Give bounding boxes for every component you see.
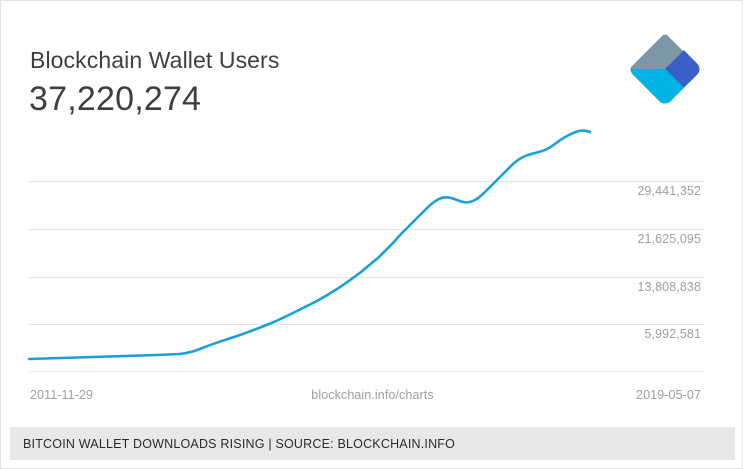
series-line-path [27,129,592,361]
chart-source-label: blockchain.info/charts [311,388,434,402]
chart-gridlines: 29,441,352 21,625,095 13,808,838 5,992,5… [1,121,742,386]
y-axis-tick-label: 21,625,095 [637,232,701,246]
footer-caption-bar: BITCOIN WALLET DOWNLOADS RISING | SOURCE… [10,427,735,460]
headline-metric-value: 37,220,274 [29,80,202,118]
chart-header: Blockchain Wallet Users 37,220,274 [1,1,742,121]
x-axis: 2011-11-29 blockchain.info/charts 2019-0… [1,388,742,408]
page-title: Blockchain Wallet Users [30,47,280,73]
y-axis-tick-label: 29,441,352 [637,184,701,198]
blockchain-logo-icon [629,33,701,105]
y-axis-tick-label: 5,992,581 [644,327,701,341]
chart-line-series [1,121,742,386]
gridline [29,277,704,278]
y-axis-tick-label: 13,808,838 [637,280,701,294]
footer-caption-text: BITCOIN WALLET DOWNLOADS RISING | SOURCE… [23,436,456,451]
x-axis-start-label: 2011-11-29 [30,388,94,402]
x-axis-end-label: 2019-05-07 [636,388,701,402]
gridline [29,181,704,182]
gridline [29,324,704,325]
gridline [29,229,704,230]
gridline-baseline [29,371,704,372]
chart-plot-area: 29,441,352 21,625,095 13,808,838 5,992,5… [1,121,742,386]
